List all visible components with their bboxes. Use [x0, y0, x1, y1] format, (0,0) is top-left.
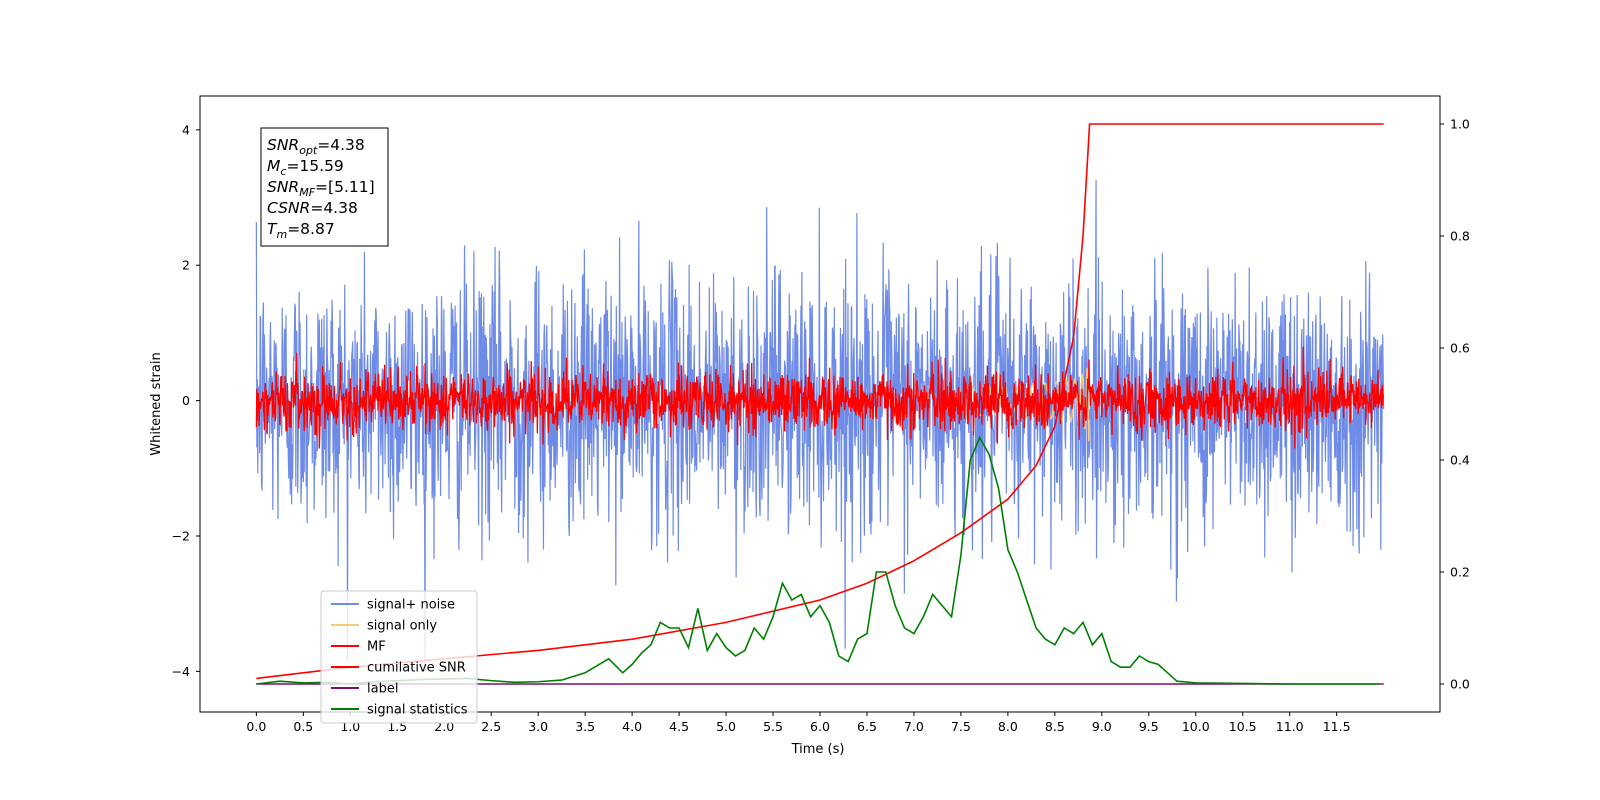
x-tick-label: 6.0 [810, 719, 830, 734]
x-tick-label: 5.5 [763, 719, 783, 734]
x-tick-label: 0.5 [293, 719, 313, 734]
legend-entry-label: signal+ noise [367, 598, 455, 613]
x-tick-label: 6.5 [857, 719, 877, 734]
info-symbol: SNR [267, 178, 299, 196]
info-line: Tm=8.87 [267, 220, 335, 241]
x-tick-label: 9.5 [1139, 719, 1159, 734]
info-line: SNRopt=4.38 [267, 136, 365, 157]
info-box-frame [260, 127, 389, 247]
x-tick-label: 3.0 [528, 719, 548, 734]
info-symbol: M [267, 157, 280, 175]
x-tick-label: 0.0 [246, 719, 266, 734]
y-right-tick-label: 0.8 [1450, 229, 1470, 244]
info-value: =[5.11] [315, 178, 375, 196]
x-tick-label: 4.5 [669, 719, 689, 734]
y-right-tick-label: 1.0 [1450, 117, 1470, 132]
x-axis-label: Time (s) [791, 742, 845, 757]
info-line: CSNR=4.38 [267, 199, 358, 217]
info-subscript: MF [299, 186, 315, 199]
x-tick-label: 11.5 [1323, 719, 1351, 734]
y-axis-label: Whitened strain [149, 352, 164, 455]
x-tick-label: 11.0 [1276, 719, 1304, 734]
x-tick-label: 2.5 [481, 719, 501, 734]
x-tick-label: 8.0 [998, 719, 1018, 734]
info-value: =8.87 [287, 220, 335, 238]
info-subscript: c [280, 165, 286, 178]
data-layer [255, 123, 1385, 685]
x-tick-label: 9.0 [1092, 719, 1112, 734]
series-cumulative-snr [256, 123, 1384, 680]
y-left-tick-label: −4 [172, 664, 190, 679]
y-left-tick-label: 0 [182, 393, 190, 408]
info-line: SNRMF=[5.11] [267, 178, 375, 199]
y-right-tick-label: 0.0 [1450, 677, 1470, 692]
y-right-tick-label: 0.2 [1450, 565, 1470, 580]
legend-entry-label: label [367, 682, 398, 697]
legend-entry-label: signal only [367, 619, 437, 634]
series-signal-statistics [256, 435, 1379, 685]
y-left-tick-label: −2 [172, 529, 190, 544]
legend-entry-label: cumilative SNR [367, 661, 466, 676]
x-tick-label: 10.5 [1229, 719, 1257, 734]
y-right-tick-label: 0.6 [1450, 341, 1470, 356]
info-symbol: SNR [267, 136, 299, 154]
legend: signal+ noise signal only MF cumilative SNR… [320, 590, 478, 724]
x-tick-label: 7.5 [951, 719, 971, 734]
info-subscript: opt [299, 144, 318, 157]
legend-entry-label: signal statistics [367, 703, 468, 718]
x-tick-label: 3.5 [575, 719, 595, 734]
info-value: =4.38 [310, 199, 358, 217]
y-left-tick-label: 2 [182, 258, 190, 273]
series-mf [255, 346, 1385, 449]
x-tick-label: 4.0 [622, 719, 642, 734]
y-right-tick-label: 0.4 [1450, 453, 1470, 468]
y-left-tick-label: 4 [182, 122, 190, 137]
legend-frame [320, 590, 478, 724]
legend-entry-label: MF [367, 640, 386, 655]
x-tick-label: 7.0 [904, 719, 924, 734]
info-symbol: CSNR [267, 199, 310, 217]
info-symbol: T [267, 220, 278, 238]
x-tick-label: 5.0 [716, 719, 736, 734]
info-line: Mc=15.59 [267, 157, 344, 178]
stats-info-box: SNRopt=4.38Mc=15.59SNRMF=[5.11]CSNR=4.38… [260, 127, 389, 247]
info-value: =4.38 [317, 136, 365, 154]
series-signal-plus-noise [255, 180, 1385, 671]
x-tick-label: 8.5 [1045, 719, 1065, 734]
x-tick-label: 10.0 [1182, 719, 1210, 734]
info-subscript: m [276, 228, 287, 241]
info-value: =15.59 [286, 157, 343, 175]
